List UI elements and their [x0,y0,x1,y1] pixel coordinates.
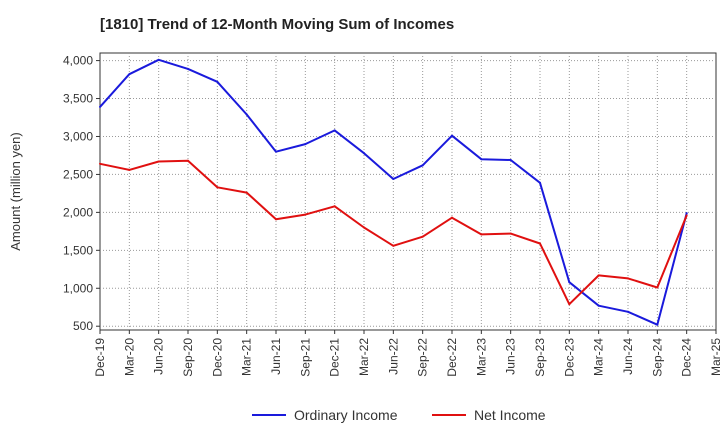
data-point [480,233,483,236]
x-tick-label: Dec-20 [210,338,224,377]
data-point [275,150,277,153]
data-point [656,286,659,289]
data-point [128,168,131,171]
x-tick-label: Jun-23 [504,338,518,375]
data-point [685,214,688,217]
data-point [216,80,219,83]
data-point [421,164,424,167]
data-point [539,242,541,245]
data-point [275,218,277,221]
data-point [99,162,101,165]
y-tick-label: 4,000 [63,54,93,68]
data-point [99,105,101,108]
data-point [216,186,219,189]
x-tick-label: Jun-21 [269,338,283,375]
data-point [128,73,131,76]
y-tick-label: 500 [73,319,93,333]
data-point [245,113,248,116]
data-point [187,67,189,70]
y-tick-label: 2,000 [63,205,93,219]
x-tick-label: Dec-19 [93,338,107,377]
plot-area [99,52,717,331]
data-point [363,226,365,229]
data-point [627,277,629,280]
x-tick-label: Mar-22 [357,338,371,376]
y-axis-title: Amount (million yen) [8,132,23,251]
data-point [627,310,629,313]
x-tick-label: Jun-22 [386,338,400,375]
x-tick-label: Sep-22 [416,338,430,377]
x-tick-label: Mar-23 [474,338,488,376]
data-point [392,177,395,180]
data-point [509,159,512,162]
data-point [157,58,160,61]
x-tick-label: Jun-24 [621,338,635,375]
data-point [685,212,688,215]
y-tick-label: 1,000 [63,281,93,295]
data-point [451,216,453,219]
data-point [597,274,600,277]
data-point [304,213,307,216]
data-point [421,235,424,238]
data-point [157,160,160,163]
x-tick-label: Sep-21 [298,338,312,377]
y-tick-label: 3,000 [63,129,93,143]
x-tick-label: Mar-24 [592,338,606,376]
x-tick-label: Sep-23 [533,338,547,377]
legend-label-0: Ordinary Income [294,407,398,423]
legend-label-1: Net Income [474,407,546,423]
x-tick-label: Dec-22 [445,338,459,377]
data-point [187,159,189,162]
data-point [597,304,600,307]
x-tick-label: Mar-25 [709,338,720,376]
data-point [333,129,336,132]
x-tick-label: Sep-24 [650,338,664,377]
y-tick-label: 3,500 [63,92,93,106]
y-tick-label: 2,500 [63,167,93,181]
x-tick-label: Mar-20 [122,338,136,376]
data-point [539,181,541,184]
data-point [509,232,512,235]
data-point [568,303,571,306]
x-tick-label: Mar-21 [240,338,254,376]
data-point [568,281,571,284]
data-point [363,152,365,155]
x-tick-label: Dec-24 [680,338,694,377]
x-tick-label: Dec-21 [328,338,342,377]
chart-title: [1810] Trend of 12-Month Moving Sum of I… [100,16,455,33]
y-tick-label: 1,500 [63,243,93,257]
x-tick-label: Sep-20 [181,338,195,377]
data-point [656,323,659,326]
data-point [480,158,483,161]
data-point [392,244,395,247]
data-point [333,205,336,208]
data-point [304,143,307,146]
x-tick-label: Jun-20 [152,338,166,375]
x-tick-label: Dec-23 [562,338,576,377]
data-point [245,191,248,194]
data-point [451,134,453,137]
